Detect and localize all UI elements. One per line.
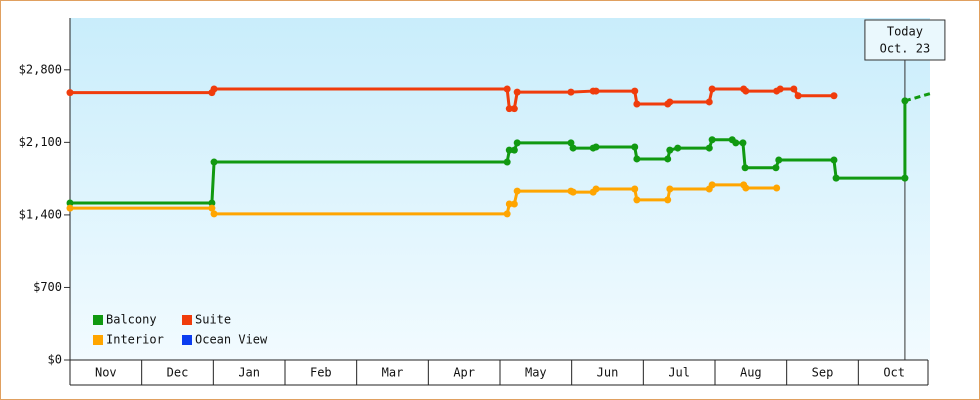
x-tick-label: Nov	[95, 366, 117, 380]
point	[708, 136, 716, 144]
legend-swatch	[182, 315, 192, 325]
point	[773, 184, 781, 192]
point	[830, 156, 838, 164]
point	[66, 199, 74, 207]
point	[513, 139, 521, 147]
point	[505, 146, 513, 154]
point	[66, 89, 74, 97]
x-tick-label: Dec	[167, 366, 189, 380]
point	[666, 98, 674, 106]
point	[631, 143, 639, 151]
legend-swatch	[93, 315, 103, 325]
point	[732, 139, 740, 147]
point	[503, 210, 511, 218]
x-tick-label: Jan	[238, 366, 260, 380]
point	[210, 158, 218, 166]
point	[790, 85, 798, 93]
x-tick-label: Jun	[597, 366, 619, 380]
point	[505, 105, 513, 113]
point	[633, 155, 641, 163]
point	[631, 185, 639, 193]
point	[633, 196, 641, 204]
x-tick-label: Oct	[883, 366, 905, 380]
x-tick-label: Jul	[668, 366, 690, 380]
point	[794, 92, 802, 100]
point	[210, 85, 218, 93]
point	[503, 85, 511, 93]
point	[631, 87, 639, 95]
x-tick-label: Feb	[310, 366, 332, 380]
point	[510, 146, 518, 154]
point	[708, 85, 716, 93]
x-tick-label: May	[525, 366, 547, 380]
x-tick-label: Apr	[453, 366, 475, 380]
legend-label: Interior	[106, 333, 164, 347]
point	[664, 155, 672, 163]
point	[592, 143, 600, 151]
point	[772, 164, 780, 172]
legend-label: Balcony	[106, 313, 157, 327]
y-tick-label: $0	[48, 353, 62, 367]
point	[742, 87, 750, 95]
point	[830, 92, 838, 100]
point	[633, 100, 641, 108]
today-label: Oct. 23	[880, 42, 931, 56]
point	[505, 200, 513, 208]
point	[208, 199, 216, 207]
projection-line	[904, 92, 931, 103]
legend-label: Suite	[195, 313, 231, 327]
point	[664, 196, 672, 204]
today-box	[864, 19, 946, 61]
point	[708, 181, 716, 189]
point	[569, 144, 577, 152]
point	[901, 97, 909, 105]
legend-swatch	[182, 335, 192, 345]
point	[742, 184, 750, 192]
today-label: Today	[887, 25, 923, 39]
point	[741, 164, 749, 172]
point	[567, 88, 575, 96]
point	[776, 85, 784, 93]
point	[208, 204, 216, 212]
point	[705, 144, 713, 152]
point	[210, 210, 218, 218]
y-tick-label: $1,400	[19, 207, 62, 221]
point	[832, 174, 840, 182]
point	[503, 158, 511, 166]
point	[592, 185, 600, 193]
point	[674, 144, 682, 152]
legend-label: Ocean View	[195, 333, 268, 347]
x-tick-label: Sep	[812, 366, 834, 380]
point	[705, 98, 713, 106]
y-tick-label: $2,100	[19, 135, 62, 149]
point	[510, 200, 518, 208]
point	[510, 105, 518, 113]
legend-swatch	[93, 335, 103, 345]
y-tick-label: $2,800	[19, 62, 62, 76]
point	[513, 88, 521, 96]
point	[739, 139, 747, 147]
point	[901, 174, 909, 182]
y-tick-label: $700	[33, 280, 62, 294]
point	[66, 204, 74, 212]
point	[592, 87, 600, 95]
point	[775, 156, 783, 164]
x-tick-label: Mar	[382, 366, 404, 380]
point	[666, 146, 674, 154]
point	[666, 185, 674, 193]
plot-background	[70, 18, 930, 360]
x-tick-label: Aug	[740, 366, 762, 380]
point	[569, 188, 577, 196]
point	[513, 187, 521, 195]
